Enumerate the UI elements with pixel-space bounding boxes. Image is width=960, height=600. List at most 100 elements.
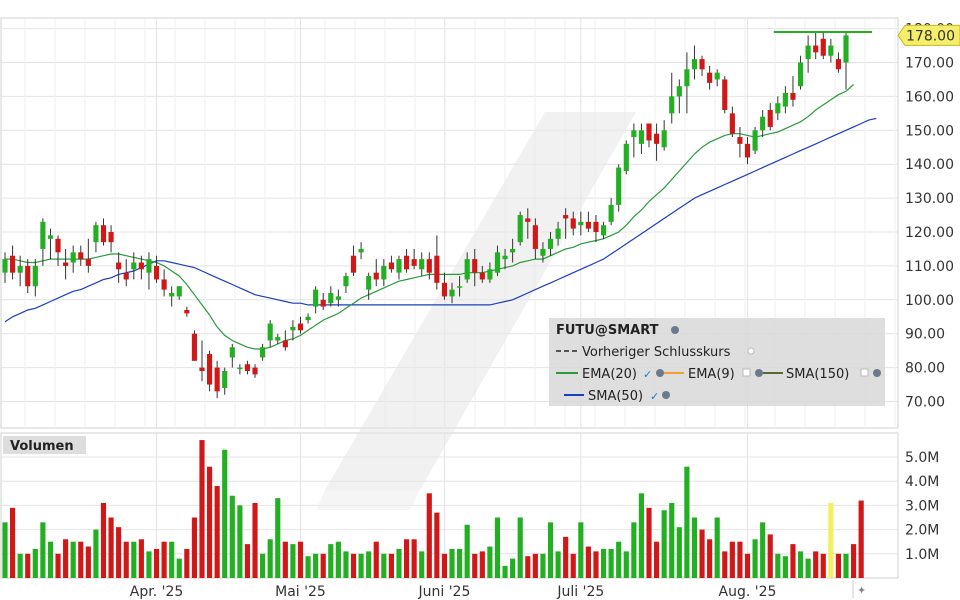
candle-body xyxy=(373,272,379,280)
volume-title: Volumen xyxy=(10,439,74,454)
volume-bar xyxy=(10,507,16,578)
candle xyxy=(593,215,599,243)
candle xyxy=(820,31,826,60)
volume-bar xyxy=(820,553,826,578)
volume-tick-label: 5.0M xyxy=(905,450,939,466)
candle xyxy=(767,103,773,131)
candle xyxy=(707,65,713,90)
candle xyxy=(744,137,751,165)
candle-body xyxy=(40,221,46,249)
candle-body xyxy=(55,238,61,253)
candle-body xyxy=(366,276,372,290)
candle-body xyxy=(669,96,675,114)
volume-bar xyxy=(237,505,243,578)
volume-bar xyxy=(805,558,811,578)
eye-icon[interactable] xyxy=(742,368,751,377)
volume-bar xyxy=(17,553,23,578)
volume-bar xyxy=(100,502,107,578)
candle xyxy=(343,272,349,294)
candle xyxy=(275,333,281,344)
candle xyxy=(93,221,99,253)
plus-icon[interactable]: ✦ xyxy=(857,584,866,597)
volume-bar xyxy=(305,556,311,578)
candle xyxy=(305,313,311,324)
settings-icon[interactable] xyxy=(755,369,763,377)
candle xyxy=(441,272,448,300)
candle-body xyxy=(722,79,728,110)
candle xyxy=(419,252,425,277)
volume-bar xyxy=(244,544,251,578)
candle xyxy=(176,286,182,300)
candle-body xyxy=(563,215,569,219)
scroll-right-handle[interactable]: ✦ xyxy=(852,580,866,598)
candle xyxy=(131,252,137,280)
candle-body xyxy=(290,326,296,331)
candle-body xyxy=(267,323,273,341)
volume-bar xyxy=(835,553,841,578)
volume-bar xyxy=(669,502,675,578)
volume-bar xyxy=(737,541,743,578)
candle-body xyxy=(691,59,698,70)
volume-bar xyxy=(290,544,296,578)
volume-bar xyxy=(40,522,46,578)
candle xyxy=(638,123,645,155)
eye-icon[interactable] xyxy=(860,368,869,377)
candle xyxy=(600,221,607,239)
candle-body xyxy=(328,293,334,304)
candle xyxy=(487,262,493,283)
candle xyxy=(297,316,304,334)
settings-icon[interactable] xyxy=(671,326,679,334)
volume-bar xyxy=(2,522,8,578)
legend[interactable]: FUTU@SMART Vorheriger Schlusskurs EMA(20… xyxy=(549,318,885,406)
time-axis: Apr. '25 Mai '25 Juni '25 Juli '25 Aug. '25 xyxy=(130,584,777,600)
volume-bar xyxy=(214,486,220,578)
candle xyxy=(426,252,432,280)
candle-body xyxy=(313,289,319,307)
candle xyxy=(214,360,220,399)
settings-icon[interactable] xyxy=(873,369,881,377)
volume-bar xyxy=(335,541,341,578)
candle xyxy=(752,126,758,155)
volume-bar xyxy=(616,541,622,578)
candle xyxy=(350,245,357,277)
volume-bar xyxy=(388,553,394,578)
checkmark-icon[interactable]: ✓ xyxy=(650,390,659,403)
candle xyxy=(578,211,584,236)
candle-body xyxy=(85,259,91,266)
price-tick-label: 170.00 xyxy=(905,56,954,72)
candle-body xyxy=(547,238,554,249)
volume-bar xyxy=(654,541,660,578)
volume-tick-label: 4.0M xyxy=(905,474,939,490)
candle xyxy=(55,235,61,266)
candle-body xyxy=(775,103,781,114)
checkmark-icon[interactable]: ✓ xyxy=(643,368,652,381)
candle xyxy=(737,126,743,158)
candle-body xyxy=(661,130,667,148)
settings-icon[interactable] xyxy=(662,391,670,399)
candle xyxy=(237,364,243,375)
candle xyxy=(676,79,682,114)
candle-body xyxy=(729,113,735,134)
month-label: Juli '25 xyxy=(556,584,604,600)
candle xyxy=(411,248,417,270)
candle xyxy=(290,320,296,341)
candle xyxy=(631,123,637,158)
candle xyxy=(510,238,516,263)
volume-bar xyxy=(449,548,455,578)
settings-icon[interactable] xyxy=(656,369,664,377)
candle-body xyxy=(699,59,705,70)
candle xyxy=(646,123,652,148)
candle-body xyxy=(479,272,485,280)
candle xyxy=(116,252,122,283)
price-tick-label: 70.00 xyxy=(905,395,945,411)
candle xyxy=(32,259,38,297)
candle xyxy=(502,248,508,270)
volume-bar xyxy=(487,546,493,578)
volume-bar xyxy=(313,553,319,578)
legend-item-sma150: SMA(150) xyxy=(786,367,849,382)
candle-body xyxy=(176,286,182,297)
candle xyxy=(138,255,144,280)
candle-body xyxy=(494,252,501,273)
eye-icon[interactable] xyxy=(747,347,755,355)
candle xyxy=(616,164,622,212)
